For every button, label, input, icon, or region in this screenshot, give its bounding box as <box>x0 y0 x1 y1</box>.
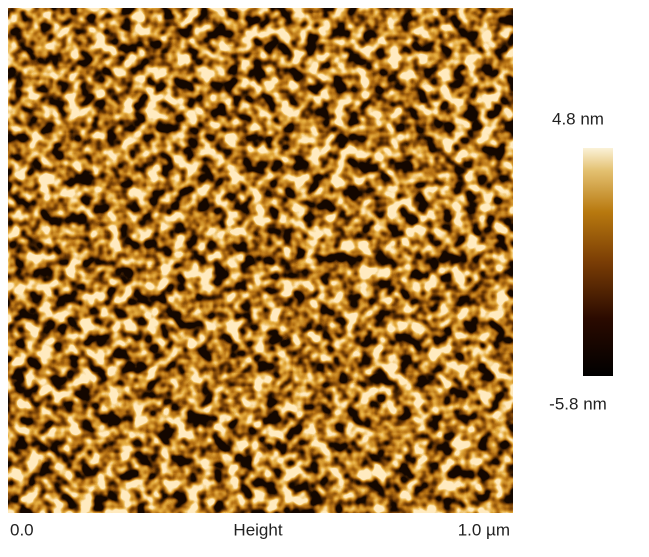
scale-start: 0.0 <box>10 520 34 539</box>
afm-figure: 4.8 nm -5.8 nm 0.0 Height 1.0 µm <box>0 0 649 552</box>
scale-end: 1.0 µm <box>458 520 510 539</box>
colorbar-max-label: 4.8 nm <box>552 109 604 128</box>
page: 4.8 nm -5.8 nm 0.0 Height 1.0 µm (() => … <box>0 0 649 552</box>
colorbar-min-label: -5.8 nm <box>549 394 607 413</box>
channel-label: Height <box>233 520 282 539</box>
afm-height-image <box>8 8 513 513</box>
colorbar <box>583 148 613 376</box>
